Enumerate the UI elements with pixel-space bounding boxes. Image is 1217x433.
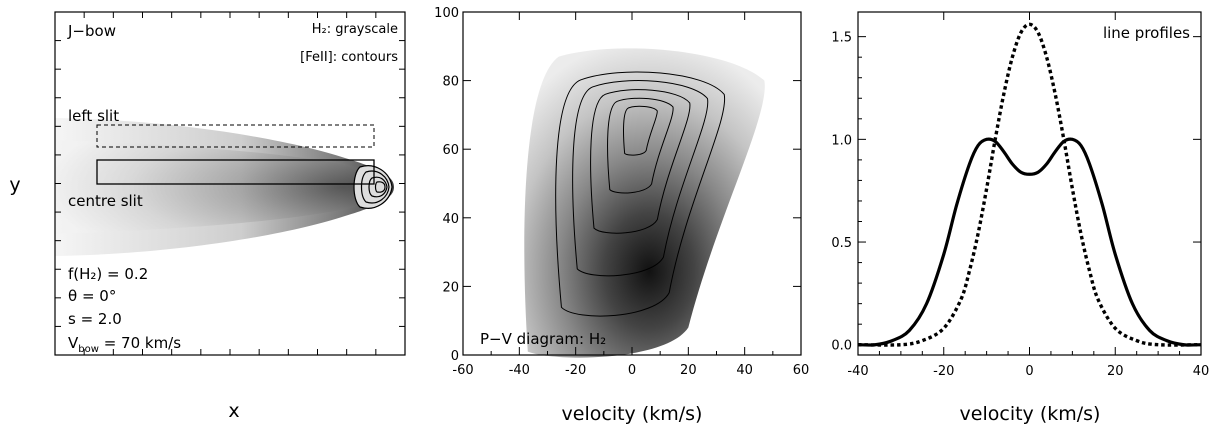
pv-panel: -60 -40 -20 0 20 40 60 0 20 40 60 80 100 P−V diagram… (434, 6, 809, 425)
pv-ytick-label: 60 (442, 143, 459, 158)
profiles-xtick-label: -20 (933, 364, 954, 379)
profiles-panel: -40 -20 0 20 40 0.0 0.5 1.0 1.5 line profiles ve… (831, 11, 1209, 425)
pv-title: P−V diagram: H₂ (480, 330, 606, 348)
profiles-ytick-label: 1.0 (831, 133, 852, 148)
profiles-title: line profiles (1103, 24, 1190, 42)
pv-axes: -60 -40 -20 0 20 40 60 0 20 40 60 80 100 (434, 6, 809, 378)
pv-xtick-label: -20 (565, 363, 586, 378)
feii-contours (353, 165, 393, 209)
pv-intensity (524, 48, 765, 358)
bow-grayscale (55, 118, 394, 256)
pv-xtick-label: 0 (628, 363, 636, 378)
pv-ytick-label: 80 (442, 75, 459, 90)
model-label: J−bow (67, 22, 116, 40)
profiles-xtick-label: 20 (1107, 364, 1124, 379)
profiles-ytick-label: 0.0 (831, 339, 852, 354)
left-slit-box (96, 124, 375, 148)
left-slit-label: left slit (68, 107, 119, 125)
pv-xtick-label: 40 (736, 363, 753, 378)
profiles-xtick-label: 40 (1193, 364, 1210, 379)
profiles-xlabel: velocity (km/s) (960, 403, 1101, 425)
centre-slit-box (96, 159, 375, 185)
param-vbow: Vbow = 70 km/s (68, 334, 181, 355)
bow-ylabel: y (9, 174, 20, 196)
pv-contour (590, 89, 691, 234)
pv-xtick-label: 60 (793, 363, 810, 378)
param-s: s = 2.0 (68, 310, 122, 328)
pv-ytick-label: 40 (442, 212, 459, 227)
bow-ticks (55, 12, 405, 355)
h2-key-label: H₂: grayscale (312, 22, 398, 37)
pv-contour (607, 97, 674, 194)
pv-xtick-label: -40 (509, 363, 530, 378)
bow-xlabel: x (228, 400, 239, 422)
profiles-frame (857, 11, 1202, 356)
pv-ytick-label: 20 (442, 280, 459, 295)
profiles-ytick-label: 0.5 (831, 236, 852, 251)
pv-contour (623, 105, 658, 156)
centre-slit-label: centre slit (68, 192, 143, 210)
pv-contour (572, 80, 709, 277)
pv-contour (555, 71, 726, 317)
profiles-xtick-label: 0 (1025, 364, 1033, 379)
pv-ytick-label: 100 (434, 6, 459, 21)
feii-key-label: [FeII]: contours (300, 50, 398, 65)
profiles-ytick-label: 1.5 (831, 31, 852, 46)
profiles-lines (857, 22, 1202, 347)
param-theta: θ = 0° (68, 287, 116, 305)
profiles-xtick-label: -40 (847, 364, 868, 379)
pv-xlabel: velocity (km/s) (562, 403, 703, 425)
param-fh2: f(H₂) = 0.2 (68, 265, 148, 283)
pv-grayscale (524, 48, 765, 358)
profiles-axes: -40 -20 0 20 40 0.0 0.5 1.0 1.5 (831, 12, 1209, 379)
bow-panel: J−bow H₂: grayscale [FeII]: contours lef… (9, 11, 406, 422)
pv-xtick-label: -60 (452, 363, 473, 378)
pv-xtick-label: 20 (680, 363, 697, 378)
profile-solid-line (857, 137, 1202, 347)
pv-ytick-label: 0 (451, 349, 459, 364)
profile-dotted-line (857, 22, 1202, 347)
pv-contours (555, 71, 726, 317)
